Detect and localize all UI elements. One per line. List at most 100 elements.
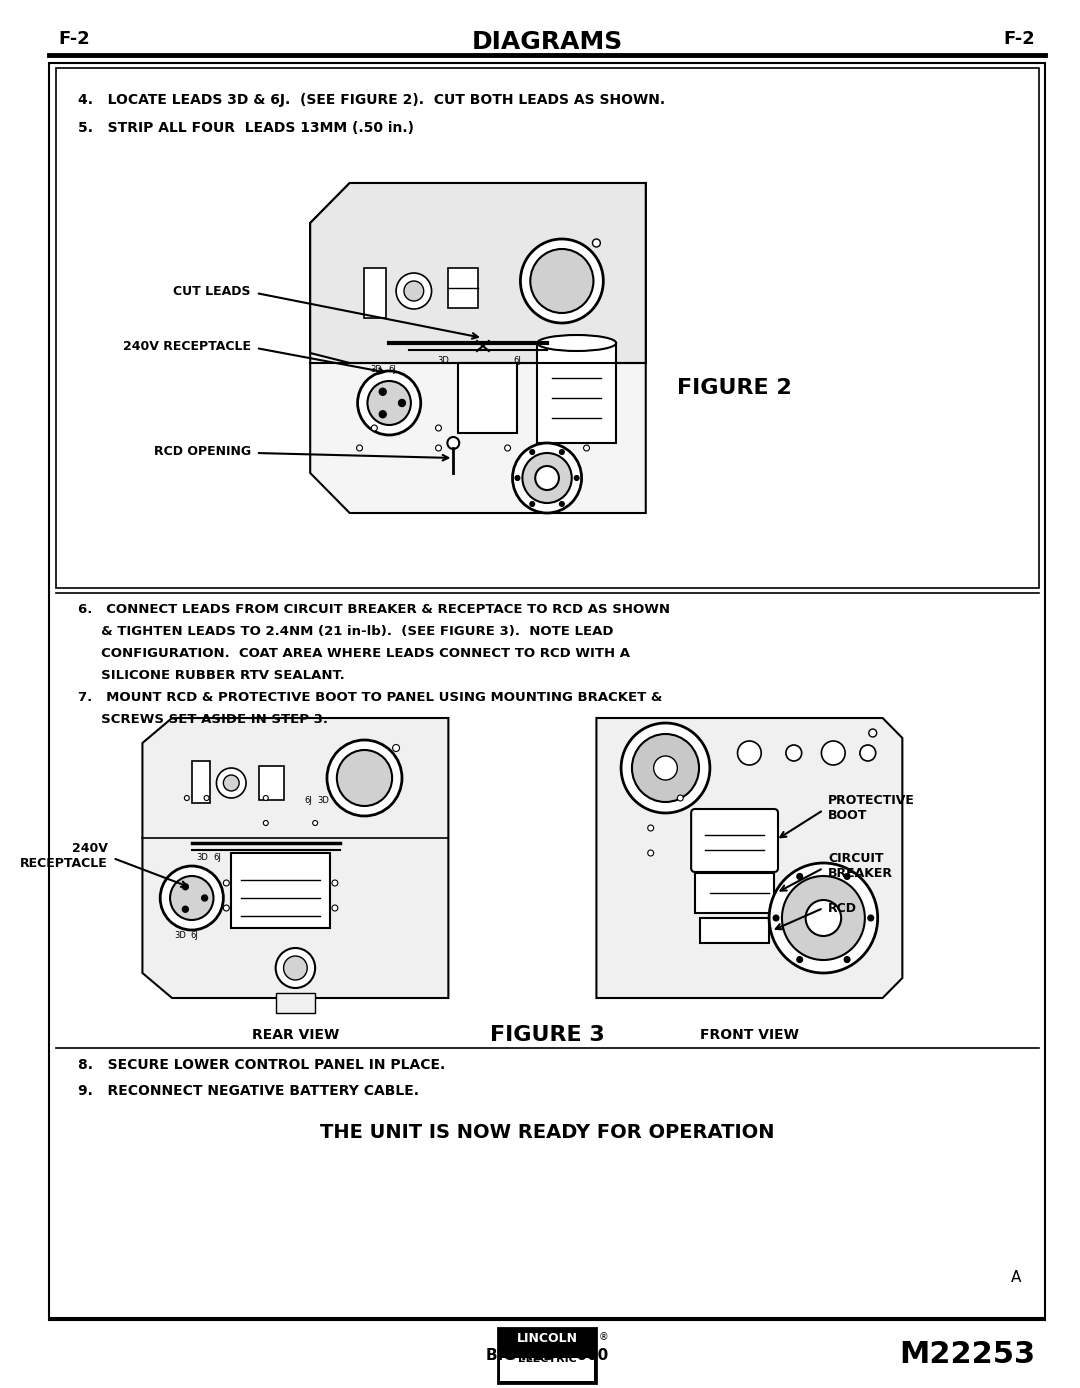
Circle shape (379, 411, 387, 418)
Text: M22253: M22253 (900, 1339, 1036, 1369)
Bar (537, 343, 617, 443)
FancyBboxPatch shape (498, 1328, 596, 1382)
Text: 240V
RECEPTACLE: 240V RECEPTACLE (21, 843, 108, 870)
Text: CUT LEADS: CUT LEADS (174, 285, 251, 297)
Circle shape (868, 729, 877, 737)
Circle shape (797, 956, 802, 962)
Bar (55, 68, 1039, 589)
Circle shape (773, 915, 779, 922)
Text: 5.   STRIP ALL FOUR  LEADS 13MM (.50 in.): 5. STRIP ALL FOUR LEADS 13MM (.50 in.) (78, 121, 415, 135)
Bar (458, 364, 517, 433)
Circle shape (564, 425, 570, 432)
Text: ELECTRIC: ELECTRIC (517, 1355, 577, 1364)
Circle shape (769, 863, 878, 973)
Circle shape (621, 723, 710, 813)
Circle shape (313, 820, 318, 826)
Circle shape (224, 880, 229, 886)
Circle shape (183, 884, 188, 890)
Text: LINCOLN: LINCOLN (516, 1332, 578, 1345)
Circle shape (356, 446, 363, 451)
Circle shape (357, 371, 421, 434)
Text: 8.   SECURE LOWER CONTROL PANEL IN PLACE.: 8. SECURE LOWER CONTROL PANEL IN PLACE. (78, 1058, 446, 1072)
Text: THE UNIT IS NOW READY FOR OPERATION: THE UNIT IS NOW READY FOR OPERATION (320, 1123, 774, 1142)
Circle shape (523, 452, 571, 502)
Circle shape (806, 899, 841, 936)
Circle shape (224, 775, 239, 791)
Circle shape (447, 437, 459, 448)
Circle shape (160, 866, 224, 930)
Circle shape (435, 425, 442, 432)
Text: A: A (1011, 1270, 1021, 1285)
Text: FIGURE 3: FIGURE 3 (489, 1024, 605, 1045)
Bar (231, 854, 329, 929)
Circle shape (593, 239, 600, 247)
Text: BIG RED™ 600: BIG RED™ 600 (486, 1348, 608, 1363)
Circle shape (202, 895, 207, 901)
Circle shape (435, 446, 442, 451)
Circle shape (367, 380, 410, 425)
Circle shape (536, 466, 559, 490)
Text: RCD: RCD (828, 901, 858, 915)
FancyBboxPatch shape (691, 809, 778, 872)
Circle shape (185, 795, 189, 801)
Polygon shape (143, 718, 448, 998)
Text: & TIGHTEN LEADS TO 2.4NM (21 in-lb).  (SEE FIGURE 3).  NOTE LEAD: & TIGHTEN LEADS TO 2.4NM (21 in-lb). (SE… (78, 625, 613, 638)
Circle shape (170, 876, 214, 920)
Text: ®: ® (598, 1332, 608, 1342)
Circle shape (583, 446, 590, 451)
Circle shape (399, 400, 405, 407)
Circle shape (515, 476, 519, 480)
Circle shape (504, 425, 511, 432)
Circle shape (575, 476, 579, 480)
Text: 3D: 3D (318, 795, 329, 805)
Circle shape (204, 795, 210, 801)
Text: 3D: 3D (370, 365, 382, 373)
Text: SCREWS SET ASIDE IN STEP 3.: SCREWS SET ASIDE IN STEP 3. (78, 713, 328, 726)
Text: 3D: 3D (197, 854, 208, 862)
Text: 6J: 6J (214, 854, 221, 862)
Bar (364, 268, 387, 318)
Text: 3D: 3D (174, 931, 186, 940)
Text: CIRCUIT
BREAKER: CIRCUIT BREAKER (828, 852, 893, 880)
Text: 9.   RECONNECT NEGATIVE BATTERY CABLE.: 9. RECONNECT NEGATIVE BATTERY CABLE. (78, 1084, 419, 1098)
Circle shape (504, 446, 511, 451)
Bar (700, 917, 769, 942)
Text: REAR VIEW: REAR VIEW (252, 1029, 339, 1042)
Circle shape (513, 443, 582, 514)
Circle shape (782, 876, 865, 960)
Circle shape (860, 745, 876, 761)
Text: FIGURE 2: FIGURE 2 (677, 378, 792, 398)
Text: F-2: F-2 (1003, 31, 1036, 49)
Text: SILICONE RUBBER RTV SEALANT.: SILICONE RUBBER RTV SEALANT. (78, 669, 345, 682)
Circle shape (845, 873, 850, 880)
Circle shape (632, 734, 699, 802)
Circle shape (332, 880, 338, 886)
Text: CONFIGURATION.  COAT AREA WHERE LEADS CONNECT TO RCD WITH A: CONFIGURATION. COAT AREA WHERE LEADS CON… (78, 647, 631, 661)
Bar (696, 873, 774, 913)
Ellipse shape (537, 335, 617, 351)
Circle shape (786, 745, 801, 761)
Text: 6.   CONNECT LEADS FROM CIRCUIT BREAKER & RECEPTACE TO RCD AS SHOWN: 6. CONNECT LEADS FROM CIRCUIT BREAKER & … (78, 602, 671, 616)
Circle shape (379, 389, 387, 396)
Text: 6J: 6J (191, 931, 199, 940)
Circle shape (559, 501, 565, 507)
Text: PROTECTIVE
BOOT: PROTECTIVE BOOT (828, 794, 915, 822)
Text: 7.   MOUNT RCD & PROTECTIVE BOOT TO PANEL USING MOUNTING BRACKET &: 7. MOUNT RCD & PROTECTIVE BOOT TO PANEL … (78, 691, 663, 704)
Circle shape (530, 450, 535, 454)
Circle shape (337, 750, 392, 806)
Circle shape (332, 905, 338, 911)
Circle shape (648, 824, 653, 831)
Bar (192, 761, 210, 804)
Circle shape (845, 956, 850, 962)
Circle shape (868, 915, 874, 922)
Circle shape (404, 280, 423, 301)
Circle shape (183, 906, 188, 912)
Circle shape (822, 741, 846, 765)
Text: DIAGRAMS: DIAGRAMS (472, 31, 623, 54)
Circle shape (653, 756, 677, 780)
Text: 240V RECEPTACLE: 240V RECEPTACLE (123, 340, 251, 353)
Circle shape (396, 273, 432, 310)
Circle shape (677, 795, 684, 801)
Circle shape (738, 741, 761, 765)
Circle shape (284, 956, 307, 980)
